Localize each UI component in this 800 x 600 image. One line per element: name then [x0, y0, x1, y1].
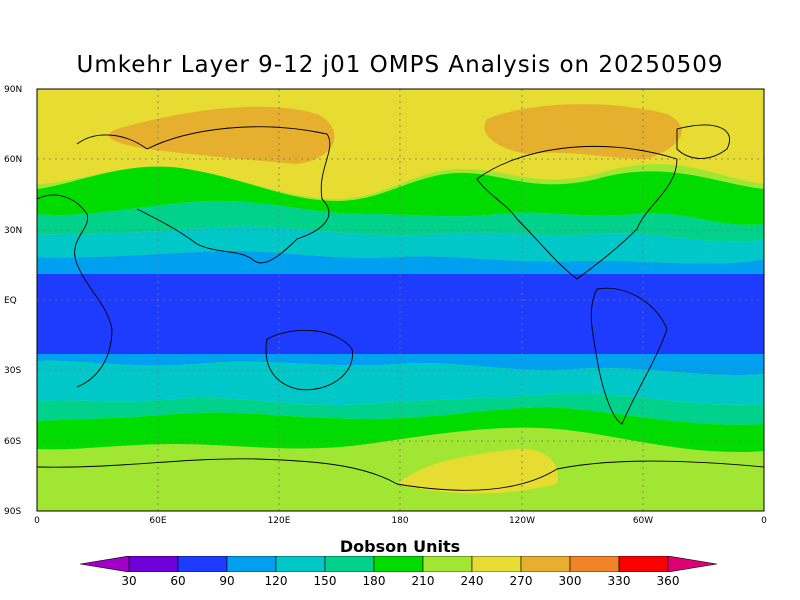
colorbar-swatch [569, 556, 620, 572]
colorbar-swatch [422, 556, 473, 572]
colorbar-swatch [471, 556, 522, 572]
lon-label-0-left: 0 [34, 516, 40, 526]
field-band-tropics-90 [37, 274, 764, 354]
colorbar-tick-label: 240 [460, 574, 484, 588]
colorbar-tick-label: 120 [264, 574, 288, 588]
field-band-north-210 [37, 166, 764, 225]
lat-label-eq: EQ [4, 296, 17, 306]
colorbar-tick-label: 30 [121, 574, 137, 588]
lon-label-60w: 60W [632, 516, 654, 526]
field-band-north-120 [37, 250, 764, 274]
coast-greenland [676, 124, 730, 159]
colorbar-swatch [226, 556, 277, 572]
field-band-north-300a [108, 106, 335, 164]
field-antarctic-270 [397, 448, 558, 494]
colorbar-tick-label: 90 [219, 574, 235, 588]
lon-label-0-right: 0 [761, 516, 767, 526]
colorbar-tick-label: 360 [656, 574, 680, 588]
colorbar-swatch [520, 556, 571, 572]
field-band-north-300b [484, 104, 682, 159]
colorbar-tick-label: 330 [607, 574, 631, 588]
coast-north-america [476, 145, 678, 280]
colorbar-units-label: Dobson Units [339, 537, 461, 556]
colorbar-swatch [324, 556, 375, 572]
colorbar-swatch [275, 556, 326, 572]
colorbar-swatch [373, 556, 424, 572]
colorbar-arrow-high [667, 556, 718, 572]
colorbar-tick-label: 150 [313, 574, 337, 588]
map-title: Umkehr Layer 9-12 j01 OMPS Analysis on 2… [76, 52, 724, 78]
colorbar-swatch [618, 556, 669, 572]
colorbar-tick-label: 60 [170, 574, 186, 588]
field-band-north-150 [37, 226, 764, 264]
colorbar [80, 556, 718, 572]
colorbar-arrow-low [80, 556, 130, 572]
lon-label-60e: 60E [149, 516, 167, 526]
coast-south-america [590, 287, 668, 425]
colorbar-tick-label: 210 [411, 574, 435, 588]
coast-africa-europe [36, 134, 148, 388]
lat-label-30n: 30N [4, 226, 23, 236]
field-band-south-120 [37, 354, 764, 376]
coast-asia [136, 126, 331, 264]
colorbar-swatch [177, 556, 228, 572]
colorbar-tick-label: 270 [509, 574, 533, 588]
colorbar-swatch [128, 556, 179, 572]
lon-label-180: 180 [391, 516, 409, 526]
lat-label-60s: 60S [4, 437, 22, 447]
lat-label-30s: 30S [4, 366, 22, 376]
lat-label-60n: 60N [4, 155, 23, 165]
coastlines [36, 124, 765, 491]
map-border [36, 88, 765, 512]
lon-label-120w: 120W [508, 516, 536, 526]
field-band-south-180 [37, 393, 764, 425]
coast-australia [265, 329, 353, 391]
colorbar-tick-label: 180 [362, 574, 386, 588]
coast-antarctica [36, 458, 765, 491]
field-band-north-180 [37, 200, 764, 242]
lon-label-120e: 120E [267, 516, 291, 526]
field-band-south-150 [37, 360, 764, 406]
lat-label-90n: 90N [4, 85, 23, 95]
colorbar-tick-label: 300 [558, 574, 582, 588]
lat-label-90s: 90S [4, 507, 22, 517]
